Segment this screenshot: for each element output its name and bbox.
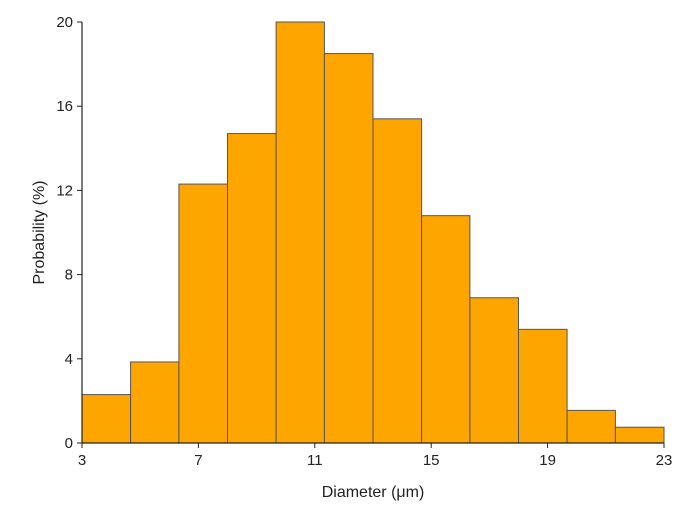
histogram-bar [323, 53, 374, 444]
histogram-bar [275, 21, 325, 444]
y-tick-label: 8 [65, 267, 73, 284]
x-tick-label: 11 [307, 452, 323, 469]
histogram-bar [81, 394, 132, 444]
histogram-bar [566, 409, 616, 444]
histogram-bar [421, 215, 471, 444]
x-tick-label: 7 [194, 452, 202, 469]
x-axis-title: Diameter (μm) [322, 484, 425, 501]
x-tick-label: 19 [539, 452, 556, 469]
x-tick-label: 15 [423, 452, 440, 469]
x-tick-label: 23 [656, 452, 673, 469]
y-axis-title: Probability (%) [31, 180, 48, 284]
histogram-bar [614, 426, 665, 444]
x-ticks-group: 3 7 11 15 19 23 [78, 443, 673, 469]
histogram-bar [130, 361, 180, 444]
y-tick-label: 4 [65, 351, 73, 368]
y-tick-label: 20 [56, 14, 73, 31]
x-tick-label: 3 [78, 452, 86, 469]
histogram-bar [178, 183, 228, 444]
histogram-bar [518, 328, 568, 444]
histogram-bar [469, 297, 520, 444]
y-tick-label: 12 [56, 182, 73, 199]
bars-group [81, 21, 665, 444]
y-tick-label: 16 [56, 98, 73, 115]
y-tick-label: 0 [65, 435, 73, 452]
histogram-bar [227, 133, 277, 444]
y-ticks-group: 0 4 8 12 16 20 [56, 14, 82, 452]
histogram-bar [372, 118, 423, 444]
